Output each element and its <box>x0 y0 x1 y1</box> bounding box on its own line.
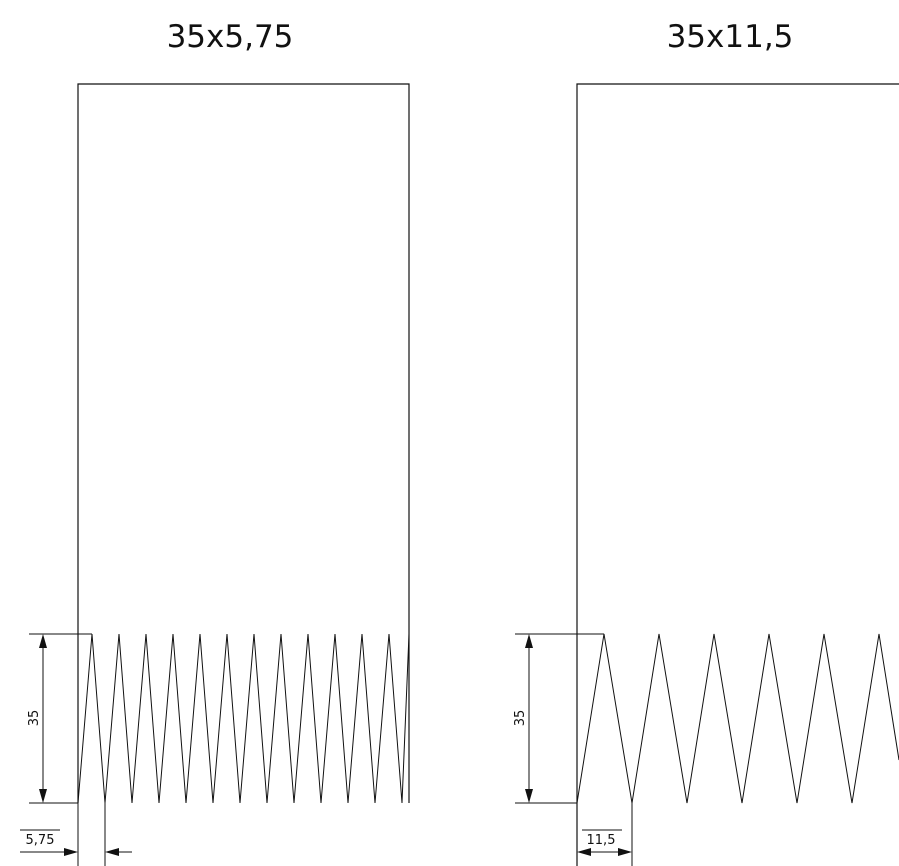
diagram-right-zigzag <box>576 633 899 804</box>
diagram-left-rectangle <box>77 83 410 803</box>
diagram-right-height-dimension: 35 <box>513 633 604 804</box>
diagram-left-height-dimension: 35 <box>27 633 92 804</box>
diagram-left-title: 35x5,75 <box>167 19 294 55</box>
arrow-up-icon <box>525 634 533 648</box>
diagram-left: 35x5,75 35 5,75 <box>20 19 410 866</box>
diagram-right-rectangle <box>576 83 899 866</box>
diagram-right: 35x11,5 35 11,5 <box>513 19 899 866</box>
arrow-right-icon <box>64 848 78 856</box>
diagram-left-zigzag <box>77 633 410 804</box>
diagram-left-pitch-dimension: 5,75 <box>20 803 132 866</box>
arrow-down-icon <box>525 789 533 803</box>
diagram-right-pitch-label: 11,5 <box>587 833 616 848</box>
arrow-right-icon <box>618 848 632 856</box>
diagram-right-height-label: 35 <box>513 710 528 727</box>
arrow-up-icon <box>39 634 47 648</box>
arrow-down-icon <box>39 789 47 803</box>
arrow-left-icon <box>105 848 119 856</box>
arrow-left-icon <box>577 848 591 856</box>
diagram-right-title: 35x11,5 <box>667 19 794 55</box>
diagram-left-pitch-label: 5,75 <box>26 833 55 848</box>
diagram-right-pitch-dimension: 11,5 <box>577 803 633 866</box>
diagram-left-height-label: 35 <box>27 710 42 727</box>
